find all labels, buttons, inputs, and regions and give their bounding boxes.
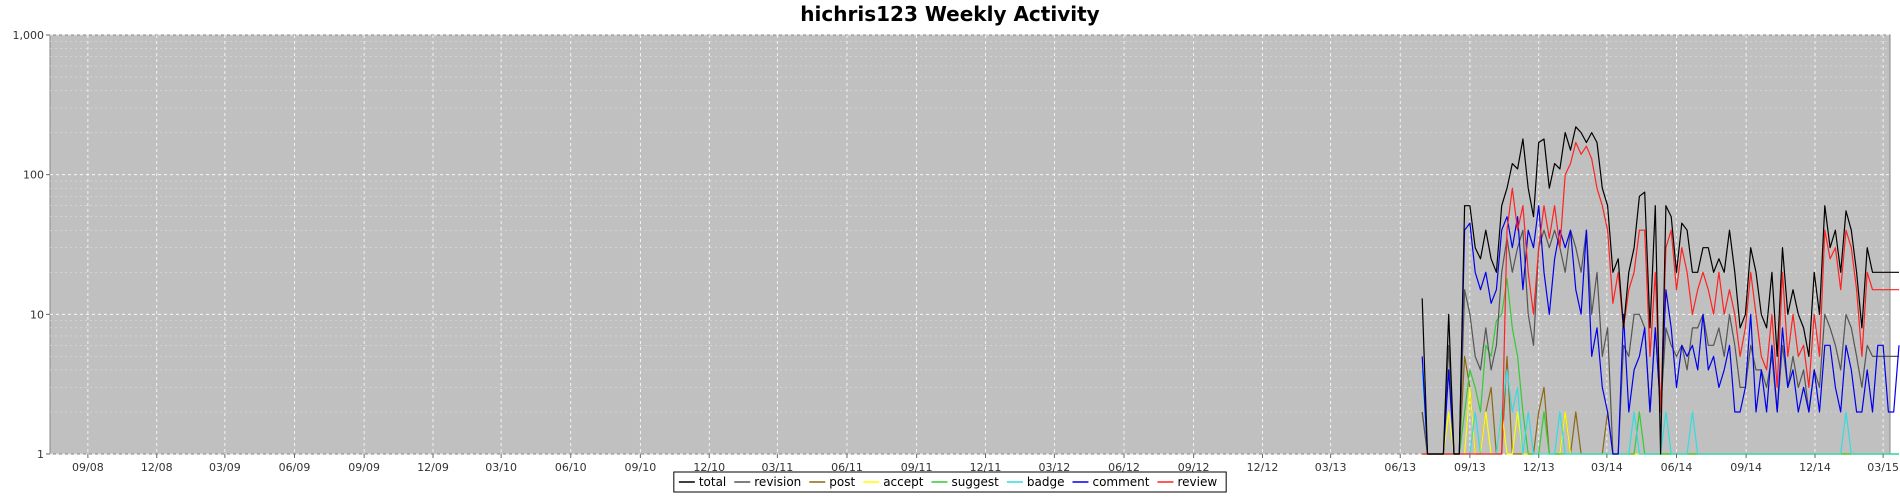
x-tick-label: 03/11 [762, 461, 794, 474]
x-tick-label: 06/14 [1661, 461, 1693, 474]
x-tick-label: 12/08 [141, 461, 173, 474]
y-tick-label: 1 [37, 448, 44, 461]
x-tick-label: 06/12 [1108, 461, 1140, 474]
legend-label-review: review [1177, 475, 1217, 489]
x-tick-label: 06/09 [279, 461, 311, 474]
x-tick-label: 03/12 [1039, 461, 1071, 474]
legend-label-post: post [829, 475, 855, 489]
x-tick-label: 12/10 [693, 461, 725, 474]
series-line-total [1421, 126, 1899, 455]
legend-label-revision: revision [754, 475, 801, 489]
x-tick-label: 12/14 [1799, 461, 1831, 474]
x-tick-label: 12/09 [417, 461, 449, 474]
legend-label-total: total [699, 475, 726, 489]
x-tick-label: 09/14 [1730, 461, 1762, 474]
x-tick-label: 09/08 [72, 461, 104, 474]
x-tick-label: 06/13 [1384, 461, 1416, 474]
x-tick-label: 09/09 [348, 461, 380, 474]
x-tick-label: 03/14 [1591, 461, 1623, 474]
x-tick-label: 06/11 [831, 461, 863, 474]
legend-box [673, 471, 1227, 493]
x-tick-label: 09/12 [1178, 461, 1210, 474]
x-tick-label: 12/11 [970, 461, 1002, 474]
series-line-review [1422, 141, 1899, 455]
x-tick-label: 12/13 [1523, 461, 1555, 474]
x-tick-label: 09/13 [1454, 461, 1486, 474]
legend-label-badge: badge [1027, 475, 1065, 489]
x-tick-label: 03/10 [485, 461, 517, 474]
y-tick-label: 10 [30, 308, 44, 321]
y-tick-label: 1,000 [13, 29, 45, 42]
legend-label-accept: accept [883, 475, 924, 489]
legend-label-comment: comment [1092, 475, 1149, 489]
x-tick-label: 09/10 [625, 461, 657, 474]
x-tick-label: 03/15 [1867, 461, 1899, 474]
x-tick-label: 03/09 [209, 461, 241, 474]
x-tick-label: 03/13 [1315, 461, 1347, 474]
x-tick-label: 09/11 [901, 461, 933, 474]
plot-area [49, 34, 1891, 455]
x-tick-label: 06/10 [555, 461, 587, 474]
y-tick-label: 100 [23, 169, 44, 182]
chart-title: hichris123 Weekly Activity [800, 2, 1100, 26]
legend-label-suggest: suggest [951, 475, 999, 489]
x-tick-label: 12/12 [1247, 461, 1279, 474]
